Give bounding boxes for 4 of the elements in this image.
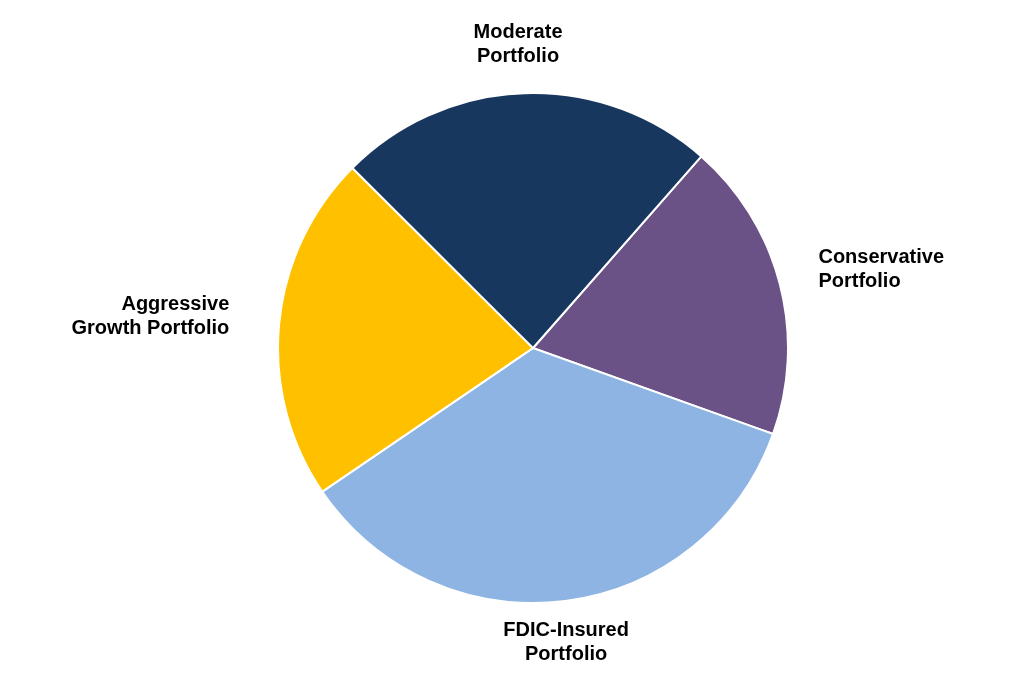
slice-label: FDIC-Insured Portfolio xyxy=(503,617,629,664)
slice-label: Moderate Portfolio xyxy=(473,20,563,67)
slice-label: Aggressive Growth Portfolio xyxy=(71,292,230,339)
slice-label: Conservative Portfolio xyxy=(818,244,945,291)
